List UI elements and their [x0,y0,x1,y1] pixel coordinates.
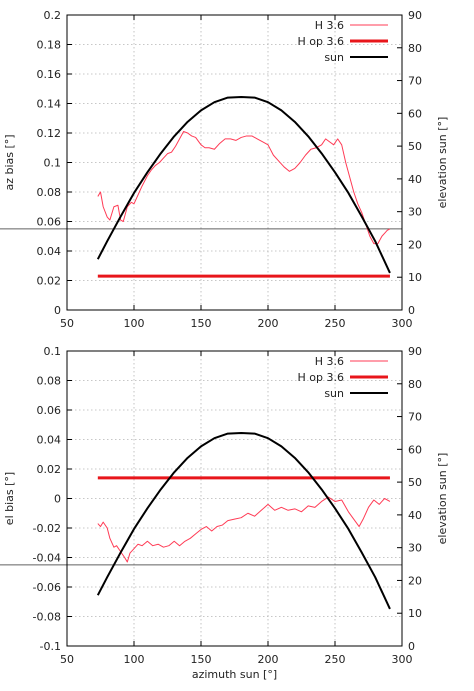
chart1-y-tick-label: 0.12 [37,127,62,140]
chart2-y-tick-label: -0.06 [33,581,61,594]
chart1-y-tick-label: 0.04 [37,245,62,258]
chart1-y-tick-label: 0.2 [44,9,62,22]
chart1-y-tick-label: 0.02 [37,275,62,288]
chart1-y-tick-label: 0.1 [44,157,62,170]
chart1-y-tick-label: 0 [54,304,61,317]
chart2-y-tick-label: 0.04 [37,434,62,447]
chart1-y2-tick-label: 70 [408,75,422,88]
az-bias-chart: 50 100 150 200 250 30000.020.040.060.080.10.1… [0,9,449,330]
chart2-y-tick-label: 0.1 [44,345,62,358]
chart1-series-sun [96,95,391,274]
chart2-x-tick-label: 250 [325,653,346,666]
chart1-plot-frame [66,14,403,311]
chart2-y-tick-label: 0.08 [37,375,62,388]
chart2-legend-label-h-op-3-6: H op 3.6 [298,371,344,384]
chart1-y2-tick-label: 0 [408,304,415,317]
chart2-y-tick-label: -0.08 [33,611,61,624]
chart1-x-tick-label: 250 [325,317,346,330]
chart1-y-axis-label: az bias [°] [3,134,16,190]
chart1-legend-label-h-3-6: H 3.6 [315,19,344,32]
chart1-y2-tick-label: 60 [408,107,422,120]
chart1-y2-tick-label: 30 [408,206,422,219]
chart1-y2-tick-label: 50 [408,140,422,153]
chart2-x-axis-label: azimuth sun [°] [192,668,277,681]
chart2-legend-label-h-3-6: H 3.6 [315,355,344,368]
chart2-x-tick-label: 300 [392,653,413,666]
chart1-legend-label-h-op-3-6: H op 3.6 [298,35,344,48]
chart2-y2-tick-label: 20 [408,574,422,587]
chart1-y-tick-label: 0.08 [37,186,62,199]
chart2-y2-tick-label: 10 [408,607,422,620]
chart1-legend-label-sun: sun [324,51,344,64]
chart2-x-tick-label: 100 [124,653,145,666]
chart1-y2-tick-label: 80 [408,42,422,55]
chart2-y2-tick-label: 60 [408,443,422,456]
chart1-y2-tick-label: 40 [408,173,422,186]
chart1-x-tick-label: 200 [258,317,279,330]
chart2-y-tick-label: -0.1 [40,640,61,653]
chart2-y2-tick-label: 90 [408,345,422,358]
chart1-y-tick-label: 0.18 [37,39,62,52]
chart1-x-tick-label: 100 [124,317,145,330]
chart2-x-tick-label: 150 [191,653,212,666]
el-bias-chart: 50 100 150 200 250 300-0.1-0.08-0.06-0.04-0.0… [0,345,449,681]
chart1-x-tick-label: 300 [392,317,413,330]
chart2-y-tick-label: 0.06 [37,404,62,417]
chart2-series-h-3-6 [97,496,391,563]
chart2-y-axis-label: el bias [°] [3,472,16,525]
chart2-y2-tick-label: 70 [408,411,422,424]
chart1-y2-tick-label: 90 [408,9,422,22]
chart1-y-tick-label: 0.14 [37,98,62,111]
chart2-x-tick-label: 200 [258,653,279,666]
chart2-y-tick-label: -0.04 [33,552,61,565]
chart1-x-tick-label: 50 [60,317,74,330]
chart1-x-tick-label: 150 [191,317,212,330]
chart1-y-tick-label: 0.16 [37,68,62,81]
chart2-y-tick-label: -0.02 [33,522,61,535]
chart2-y2-tick-label: 50 [408,476,422,489]
chart2-y2-tick-label: 0 [408,640,415,653]
chart2-series-sun [96,431,391,610]
chart2-y-tick-label: 0 [54,493,61,506]
chart2-y2-tick-label: 40 [408,509,422,522]
chart1-y-tick-label: 0.06 [37,216,62,229]
chart2-y2-tick-label: 30 [408,542,422,555]
chart1-y2-tick-label: 20 [408,238,422,251]
chart1-series-h-3-6 [97,131,391,245]
chart2-y2-tick-label: 80 [408,378,422,391]
chart1-y2-tick-label: 10 [408,271,422,284]
chart2-x-tick-label: 50 [60,653,74,666]
chart1-y2-axis-label: elevation sun [°] [436,117,449,209]
chart2-legend-label-sun: sun [324,387,344,400]
chart2-plot-frame [66,350,403,647]
chart2-y-tick-label: 0.02 [37,463,62,476]
chart2-y2-axis-label: elevation sun [°] [436,453,449,545]
